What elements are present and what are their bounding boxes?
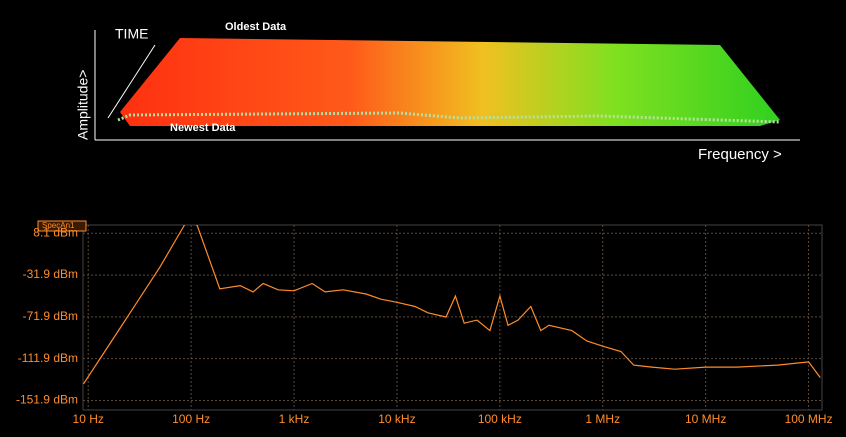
x-tick-label: 10 Hz [73,412,104,426]
x-tick-label: 1 MHz [585,412,620,426]
spectrum-line [83,225,821,385]
plot-area [82,224,823,411]
amplitude-label: Amplitude> [75,70,91,140]
waterfall-edge [117,111,781,124]
time-label: TIME [115,26,148,42]
x-tick-label: 1 kHz [279,412,310,426]
newest-label: Newest Data [170,122,236,134]
x-tick-label: 10 kHz [378,412,415,426]
spectrum: SpecAn1 8.1 dBm -31.9 dBm -71.9 dBm -111.9 … [16,220,833,426]
oldest-label: Oldest Data [225,21,287,33]
waterfall-surface [120,38,780,126]
time-axis [107,44,156,119]
y-tick-label: -111.9 dBm [18,351,78,365]
trace [83,225,821,385]
y-tick-label: -151.9 dBm [16,393,78,407]
frequency-label: Frequency > [698,146,782,163]
y-tick-label: -71.9 dBm [23,309,78,323]
x-tick-label: 100 Hz [172,412,210,426]
y-tick-label: 8.1 dBm [33,225,78,239]
waterfall: TIME Oldest Data Newest Data Amplitude> … [75,21,800,163]
x-tick-label: 10 MHz [685,412,726,426]
x-tick-label: 100 MHz [785,412,833,426]
trace-tag [37,220,87,232]
x-tick-label: 100 kHz [478,412,522,426]
y-tick-label: -31.9 dBm [23,267,78,281]
trace-label: SpecAn1 [42,221,75,230]
